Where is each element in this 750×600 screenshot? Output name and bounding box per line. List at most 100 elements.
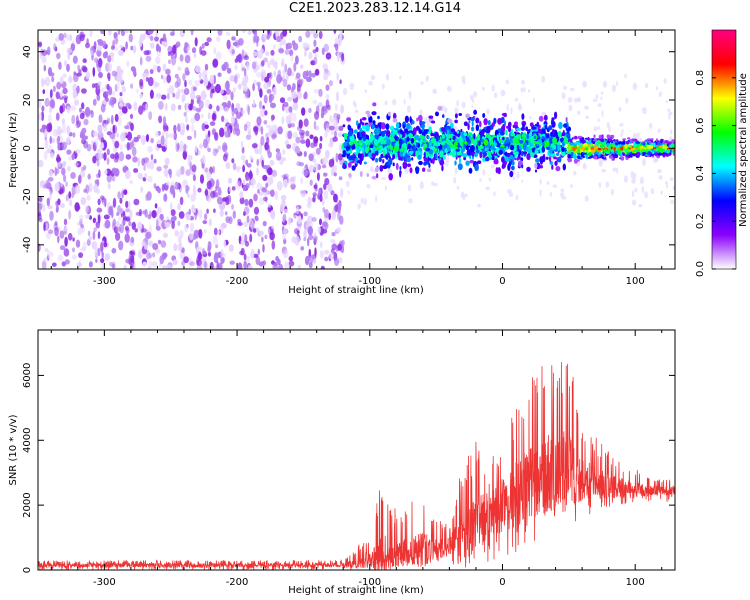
heatmap-cell [68,156,73,161]
heatmap-cell [198,229,203,239]
heatmap-cell [150,154,154,161]
heatmap-cell [196,246,200,255]
heatmap-cell [313,56,318,65]
heatmap-cell [61,118,65,125]
heatmap-cell [346,138,351,143]
heatmap-cell [281,61,284,67]
heatmap-cell [328,252,334,260]
heatmap-cell [630,171,635,179]
heatmap-cell [181,97,185,103]
heatmap-cell [58,33,64,41]
heatmap-cell [491,149,494,155]
heatmap-cell [59,230,65,239]
heatmap-cell [89,110,94,114]
heatmap-cell [456,185,460,190]
heatmap-cell [190,222,195,233]
heatmap-cell [106,90,109,96]
heatmap-cell [74,202,80,212]
heatmap-cell [188,79,193,86]
heatmap-cell [455,156,458,160]
heatmap-cell [117,69,122,80]
heatmap-cell [622,138,627,141]
heatmap-cell [248,198,254,208]
heatmap-cell [66,63,70,72]
heatmap-cell [265,51,269,56]
heatmap-cell [72,40,76,45]
heatmap-cell [282,30,288,37]
heatmap-cell [138,249,143,259]
heatmap-cell [637,149,641,153]
heatmap-cell [228,244,234,252]
heatmap-cell [639,176,644,185]
heatmap-cell [77,227,82,236]
heatmap-cell [624,73,627,79]
heatmap-cell [59,105,64,114]
heatmap-cell [68,191,72,199]
heatmap-cell [263,196,268,202]
heatmap-cell [343,133,349,137]
heatmap-cell [522,151,528,155]
heatmap-cell [50,252,54,257]
x-tick-label: -300 [93,577,116,588]
heatmap-cell [337,153,343,161]
heatmap-cell [570,151,574,157]
heatmap-cell [338,176,343,181]
heatmap-cell [349,141,353,146]
heatmap-cell [408,198,413,204]
heatmap-cell [204,63,209,71]
heatmap-cell [250,178,256,186]
heatmap-cell [616,80,619,87]
heatmap-cell [242,84,248,92]
heatmap-cell [334,204,339,212]
heatmap-cell [61,123,67,134]
heatmap-cell [139,93,143,99]
heatmap-cell [536,121,540,128]
heatmap-cell [454,119,458,124]
heatmap-cell [508,126,511,132]
heatmap-cell [307,237,310,247]
heatmap-cell [473,132,476,140]
heatmap-cell [528,89,531,93]
heatmap-cell [304,49,307,58]
heatmap-cell [296,229,300,237]
heatmap-cell [668,111,673,116]
heatmap-cell [83,118,89,126]
heatmap-cell [430,133,436,137]
snr-series-line [38,362,675,570]
heatmap-cell [381,83,385,90]
heatmap-cell [613,140,618,143]
heatmap-cell [204,124,209,130]
heatmap-cell [64,97,68,104]
heatmap-cell [557,130,562,138]
heatmap-cell [93,131,98,137]
heatmap-cell [67,232,73,241]
heatmap-cell [85,71,91,80]
heatmap-cell [526,153,531,161]
heatmap-cell [403,152,406,156]
heatmap-cell [169,184,175,195]
heatmap-cell [62,73,67,79]
heatmap-cell [627,146,630,151]
heatmap-cell [229,260,235,265]
heatmap-cell [57,235,60,244]
heatmap-cell [544,141,550,147]
snr-line [38,362,675,570]
heatmap-cell [183,111,187,117]
heatmap-cell [309,134,314,140]
heatmap-cell [422,167,426,172]
heatmap-cell [76,85,80,94]
heatmap-cell [588,152,592,156]
heatmap-cell [385,123,390,130]
heatmap-cell [243,260,248,269]
heatmap-cell [553,144,556,150]
heatmap-cell [170,103,176,112]
heatmap-cell [97,198,101,206]
heatmap-cell [538,128,542,134]
heatmap-cell [493,117,497,125]
heatmap-cell [142,261,147,267]
heatmap-cell [638,204,643,208]
heatmap-cell [213,227,218,236]
heatmap-cell [86,194,91,201]
heatmap-cell [44,139,49,150]
